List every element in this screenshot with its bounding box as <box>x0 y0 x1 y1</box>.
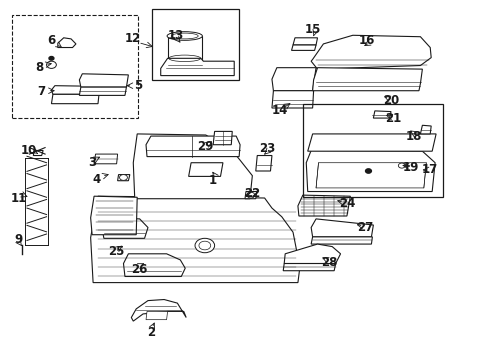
Polygon shape <box>373 111 391 118</box>
Text: 27: 27 <box>357 221 373 234</box>
Bar <box>303 104 443 197</box>
Text: 21: 21 <box>385 112 401 125</box>
Polygon shape <box>133 134 252 199</box>
Text: 23: 23 <box>259 142 275 155</box>
Polygon shape <box>213 131 232 145</box>
Text: 19: 19 <box>402 161 419 174</box>
Text: 16: 16 <box>358 34 375 47</box>
Text: 14: 14 <box>272 104 289 117</box>
Polygon shape <box>313 68 422 91</box>
Text: 11: 11 <box>10 192 27 205</box>
Text: 29: 29 <box>197 140 214 153</box>
Polygon shape <box>79 74 128 87</box>
Text: 10: 10 <box>20 144 37 157</box>
Circle shape <box>366 169 371 173</box>
Polygon shape <box>256 156 272 171</box>
Text: 8: 8 <box>35 61 43 74</box>
Polygon shape <box>272 91 314 108</box>
Polygon shape <box>51 86 102 94</box>
Text: 1: 1 <box>209 174 217 186</box>
Text: 26: 26 <box>131 263 148 276</box>
Polygon shape <box>123 254 185 276</box>
Polygon shape <box>33 150 43 156</box>
Polygon shape <box>118 175 130 181</box>
Polygon shape <box>51 94 99 104</box>
Polygon shape <box>94 154 118 164</box>
Bar <box>12 15 138 118</box>
Circle shape <box>47 61 56 68</box>
Circle shape <box>398 163 405 168</box>
Text: 4: 4 <box>93 173 100 186</box>
Circle shape <box>247 192 255 198</box>
Polygon shape <box>245 192 257 199</box>
Polygon shape <box>168 36 202 61</box>
Polygon shape <box>298 195 350 216</box>
Polygon shape <box>189 163 223 176</box>
Text: 28: 28 <box>321 256 338 269</box>
Polygon shape <box>306 150 435 192</box>
Text: 9: 9 <box>15 233 23 246</box>
Text: 6: 6 <box>48 34 55 47</box>
Text: 20: 20 <box>383 94 399 107</box>
Circle shape <box>199 241 211 250</box>
Polygon shape <box>420 125 431 134</box>
Text: 5: 5 <box>134 79 142 92</box>
Text: 22: 22 <box>244 187 261 200</box>
Text: 13: 13 <box>167 29 184 42</box>
Polygon shape <box>146 311 168 320</box>
Text: 7: 7 <box>38 85 46 98</box>
Polygon shape <box>58 38 76 48</box>
Circle shape <box>195 238 215 253</box>
Polygon shape <box>311 237 372 244</box>
Polygon shape <box>311 219 373 237</box>
Ellipse shape <box>167 32 202 40</box>
Polygon shape <box>131 300 186 321</box>
Polygon shape <box>316 163 426 188</box>
Circle shape <box>49 57 54 60</box>
Text: 3: 3 <box>88 156 96 169</box>
Text: 2: 2 <box>147 327 155 339</box>
Polygon shape <box>283 264 336 271</box>
Polygon shape <box>91 196 300 283</box>
Polygon shape <box>311 35 431 69</box>
Polygon shape <box>284 244 341 264</box>
Circle shape <box>120 175 127 180</box>
Polygon shape <box>292 45 316 50</box>
Text: 15: 15 <box>304 23 321 36</box>
Text: 17: 17 <box>422 163 439 176</box>
Polygon shape <box>146 136 240 157</box>
Polygon shape <box>91 196 137 235</box>
Polygon shape <box>272 68 316 91</box>
Text: 18: 18 <box>406 130 422 143</box>
Bar <box>152 9 239 80</box>
Polygon shape <box>161 58 234 76</box>
Polygon shape <box>79 87 126 95</box>
Text: 24: 24 <box>339 197 355 210</box>
Polygon shape <box>308 134 436 151</box>
Polygon shape <box>293 38 318 45</box>
Text: 12: 12 <box>125 32 142 45</box>
Polygon shape <box>102 218 148 238</box>
Text: 25: 25 <box>108 245 125 258</box>
